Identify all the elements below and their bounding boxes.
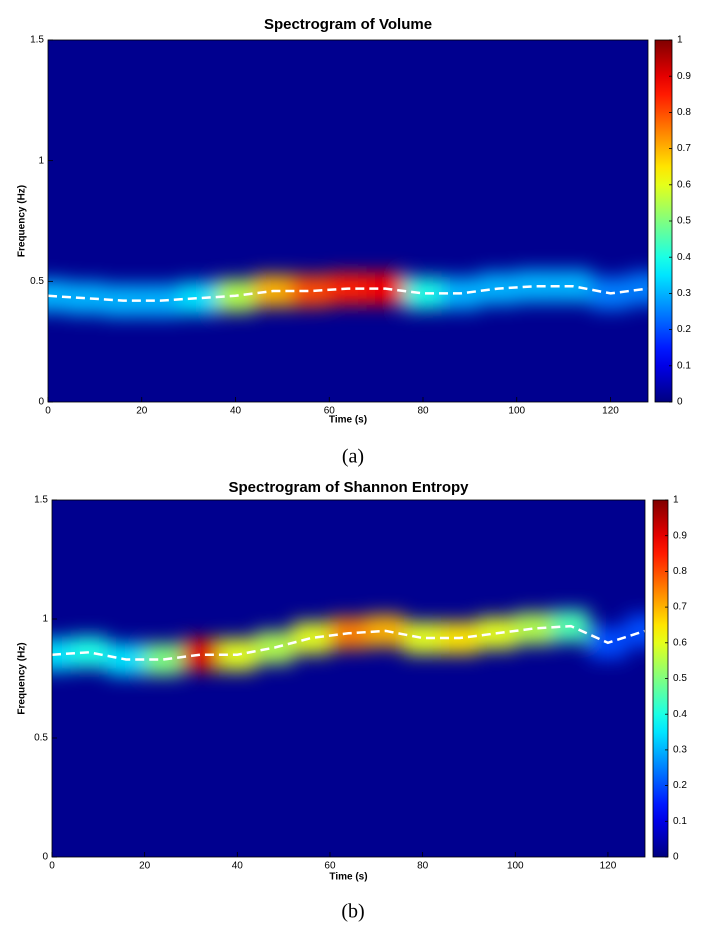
heat [48, 269, 648, 317]
x-axis-label: Time (s) [329, 872, 367, 883]
x-tick-label: 20 [136, 406, 148, 417]
heat-cell [292, 621, 330, 655]
colorbar-tick-label: 1 [677, 35, 683, 46]
heat-cell [515, 612, 553, 645]
caption: (b) [341, 901, 364, 923]
y-tick-label: 1.5 [30, 35, 44, 46]
colorbar-tick-label: 0.7 [677, 143, 691, 154]
y-tick-label: 1 [42, 614, 48, 625]
heat-cell [626, 614, 645, 647]
colorbar-tick-label: 0.6 [673, 637, 687, 648]
colorbar-tick-label: 0.6 [677, 179, 691, 190]
ridge-line [52, 624, 645, 661]
heat-cell [52, 638, 71, 671]
plot-background [48, 40, 648, 402]
colorbar-tick-label: 0 [673, 852, 679, 863]
colorbar-tick-label: 0.2 [673, 780, 687, 791]
colorbar-tick-label: 0.9 [673, 530, 687, 541]
x-tick-label: 60 [324, 861, 336, 872]
heat-cell [291, 274, 330, 308]
colorbar-tick-label: 0.3 [677, 288, 691, 299]
x-tick-label: 80 [417, 406, 429, 417]
x-tick-label: 20 [139, 861, 151, 872]
caption: (a) [342, 446, 364, 468]
x-axis-label: Time (s) [329, 415, 367, 426]
y-tick-label: 1 [38, 155, 44, 166]
colorbar-tick-label: 0.8 [673, 566, 687, 577]
y-axis-label: Frequency (Hz) [17, 642, 28, 714]
heat-cell [48, 279, 67, 313]
colorbar-tick-label: 0.7 [673, 602, 687, 613]
heat-cell [516, 269, 555, 303]
heat-cell [179, 281, 217, 315]
heat-blur [52, 610, 645, 676]
colorbar-tick-label: 0.2 [677, 324, 691, 335]
x-tick-label: 0 [49, 861, 55, 872]
colorbar-tick-label: 1 [673, 495, 679, 506]
x-tick-label: 40 [230, 406, 242, 417]
heat-cell [404, 621, 442, 655]
x-tick-label: 120 [600, 861, 617, 872]
x-tick-label: 120 [602, 406, 619, 417]
chart-title: Spectrogram of Shannon Entropy [228, 479, 469, 496]
chart-title: Spectrogram of Volume [264, 16, 432, 33]
colorbar-tick-label: 0.1 [677, 360, 691, 371]
x-tick-label: 60 [324, 406, 336, 417]
y-axis-label: Frequency (Hz) [17, 185, 28, 257]
x-tick-label: 40 [232, 861, 244, 872]
colorbar-tick-label: 0.5 [673, 673, 687, 684]
colorbar-tick-label: 0.4 [673, 709, 687, 720]
colorbar-tick-label: 0.8 [677, 107, 691, 118]
x-tick-label: 100 [508, 406, 525, 417]
heat-cell [70, 636, 108, 669]
colorbar-tick-label: 0 [677, 397, 683, 408]
y-tick-label: 0.5 [30, 276, 44, 287]
plot-frame [47, 39, 649, 403]
x-tick-label: 80 [417, 861, 429, 872]
colorbar-tick-label: 0.3 [673, 745, 687, 756]
heat [52, 610, 645, 676]
y-tick-label: 1.5 [34, 495, 48, 506]
colorbar-tick-label: 0.5 [677, 216, 691, 227]
plot-background [52, 500, 645, 857]
y-tick-label: 0 [42, 852, 48, 863]
x-tick-label: 0 [45, 406, 51, 417]
plot-frame [51, 499, 646, 858]
y-tick-label: 0.5 [34, 733, 48, 744]
colorbar-tick-label: 0.4 [677, 252, 691, 263]
colorbar-tick-label: 0.1 [673, 816, 687, 827]
ridge-line [48, 284, 648, 302]
y-tick-label: 0 [38, 397, 44, 408]
colorbar-tick-label: 0.9 [677, 71, 691, 82]
heat-cell [404, 277, 442, 310]
x-tick-label: 100 [507, 861, 524, 872]
